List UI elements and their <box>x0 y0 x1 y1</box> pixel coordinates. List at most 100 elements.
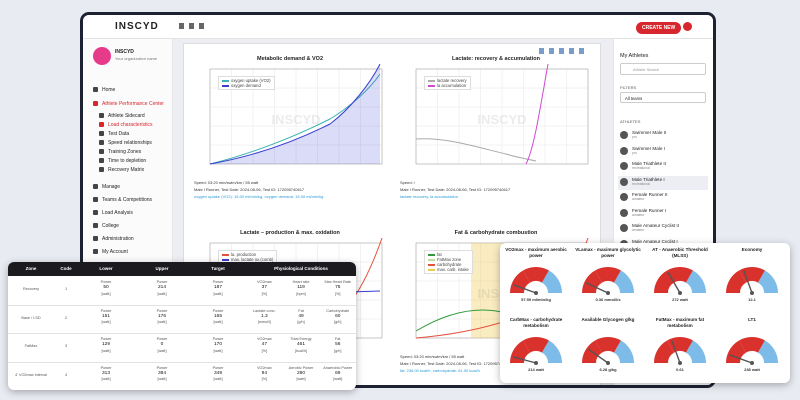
menu-item[interactable]: Home <box>102 87 116 93</box>
gauge-needle <box>585 282 609 294</box>
gauge-hub <box>606 291 610 295</box>
athlete-avatar <box>620 131 628 139</box>
table-header: Zone <box>8 262 54 276</box>
table-header: Lower <box>78 262 134 276</box>
gauge-title: LT1 <box>748 317 756 322</box>
menu-item[interactable]: My Account <box>102 249 128 255</box>
zone-cell: Lactate conc. 1.3 [mmol/l] <box>246 309 283 326</box>
zone-cell: Heart rate 119 [bpm] <box>283 280 320 297</box>
cell-label: Aerobic Power <box>288 365 314 370</box>
cell-label: Power <box>212 280 224 284</box>
search-box[interactable]: Athlete Search <box>620 63 706 75</box>
cell-unit: [%] <box>261 348 268 353</box>
fatmax-zone <box>471 243 501 338</box>
legend-swatch <box>428 263 435 266</box>
cell-value: 75 <box>335 285 341 291</box>
menu-item[interactable]: Load characteristics <box>108 122 153 128</box>
zone-cell: Total Energy 461 [kcal/h] <box>283 337 320 354</box>
cell-label: Heart rate <box>292 280 310 284</box>
gauge <box>510 267 562 295</box>
gauge-segment <box>726 270 746 293</box>
cell-value: 69 <box>335 370 341 376</box>
cell-value: 129 <box>101 342 110 348</box>
athlete-row[interactable]: Male Amateur Cyclist II amateur <box>618 222 708 236</box>
filters-label: FILTERS <box>620 85 637 90</box>
menu-item[interactable]: Athlete Performance Center <box>102 101 164 107</box>
gauge-segment <box>758 270 778 293</box>
table-header: Target <box>190 262 246 276</box>
athlete-avatar <box>620 208 628 217</box>
menu-item[interactable]: Speed relationships <box>108 140 152 146</box>
athlete-avatar <box>620 193 628 201</box>
menu-item[interactable]: College <box>102 223 119 229</box>
gauge-segment <box>654 270 674 293</box>
zone-cell: Aerobic Power 280 [watt] <box>283 366 320 383</box>
cell-unit: [watt] <box>101 320 111 325</box>
menu-item[interactable]: Time to depletion <box>108 158 147 164</box>
legend-label: fat <box>437 252 442 257</box>
chart-title: Fat & carbohydrate combustion <box>454 230 538 236</box>
gauge-segment <box>595 267 621 283</box>
curve <box>209 64 381 165</box>
gauge-segment <box>595 337 621 353</box>
cell-value: 313 <box>101 370 110 376</box>
legend-swatch <box>428 84 435 87</box>
row-divider <box>8 361 356 363</box>
menu-icon <box>99 149 104 154</box>
athlete-row[interactable]: Swimmer Male II pro <box>618 129 708 143</box>
cell-value: 461 <box>297 342 306 348</box>
chart-footer: Speed: / <box>400 180 415 185</box>
gauge-needle <box>671 340 681 364</box>
menu-item[interactable]: Training Zones <box>108 149 142 155</box>
athlete-row[interactable]: Female Runner II amateur <box>618 191 708 205</box>
gauge-value: 0.36 mmol/l/s <box>595 297 621 302</box>
cell-label: Anaerobic Power <box>323 365 353 370</box>
legend: lactate recovery la accumulation <box>424 76 471 90</box>
cell-value: 280 <box>297 370 306 376</box>
table-header: Upper <box>134 262 190 276</box>
curve <box>209 73 381 165</box>
cell-label: Power <box>156 337 168 341</box>
menu-item[interactable]: Load Analysis <box>102 210 133 216</box>
athlete-avatar <box>620 177 628 186</box>
menu-item[interactable]: Manage <box>102 184 121 190</box>
gauge-needle <box>667 271 681 294</box>
gauge-segment <box>542 340 562 363</box>
cell-unit: [watt] <box>213 320 223 325</box>
menu-item[interactable]: Athlete Sidecard <box>108 113 145 119</box>
cell-unit: [%] <box>261 291 268 296</box>
cell-label: Power <box>212 365 224 370</box>
create-new-button[interactable]: CREATE NEW <box>636 22 682 34</box>
curve-fill <box>210 64 380 164</box>
athletes-list-title: ATHLETES <box>620 119 641 124</box>
cell-unit: [mmol/l] <box>257 320 271 325</box>
gauge-title: CarbMax - carbohydrate metabolism <box>509 317 563 328</box>
cell-label: Power <box>156 365 168 370</box>
row-divider <box>8 333 356 334</box>
gauge-segment <box>739 267 765 283</box>
menu-item[interactable]: Teams & Competitions <box>102 197 153 203</box>
team-select[interactable]: All teams <box>620 92 706 103</box>
athlete-level: amateur <box>632 212 645 217</box>
gauge <box>582 337 634 365</box>
top-bar: INSCYD CREATE NEW <box>83 15 713 39</box>
athlete-level: recreational <box>632 181 650 186</box>
gauge-title: VLamax - maximum glycolytic power <box>575 247 641 258</box>
zone-code: 4 <box>64 372 68 377</box>
menu-item[interactable]: Test Data <box>108 131 130 137</box>
cell-value: 119 <box>297 285 305 291</box>
menu-item[interactable]: Recovery Matrix <box>108 167 145 173</box>
cell-label: Carbohydrate <box>326 308 350 313</box>
cell-label: Power <box>100 308 112 313</box>
menu-item[interactable]: Administration <box>102 236 134 242</box>
menu-icon <box>99 113 104 118</box>
cell-value: 187 <box>213 285 222 291</box>
athlete-row[interactable]: Male Triathlete II recreational <box>618 160 708 174</box>
avatar[interactable] <box>683 22 692 31</box>
chart-footer: Speed: 03:20 min/swim/km / 55 watt <box>194 180 259 185</box>
cell-unit: [bpm] <box>296 291 306 296</box>
